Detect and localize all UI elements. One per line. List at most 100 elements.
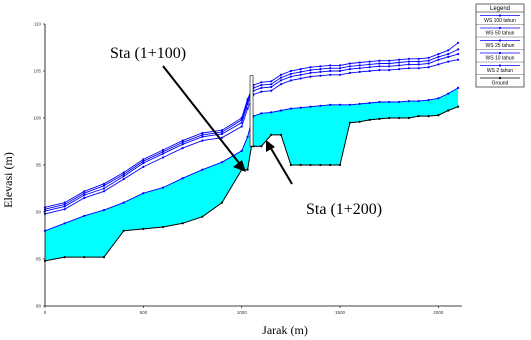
legend-marker (498, 76, 502, 80)
data-point (407, 57, 410, 60)
data-point (240, 125, 243, 128)
data-point (348, 65, 351, 68)
ground-point (161, 225, 165, 229)
legend-entry: WS 100 tahun (476, 14, 524, 25)
data-point (240, 121, 243, 124)
data-point (270, 89, 273, 92)
legend-label: WS 2 tahun (487, 68, 513, 74)
data-point (427, 62, 430, 65)
y-tick-label: 110 (34, 22, 42, 27)
data-point (358, 67, 361, 70)
y-tick-label: 100 (33, 116, 41, 121)
data-point (279, 76, 283, 79)
data-point (246, 135, 249, 138)
legend-marker (498, 51, 502, 55)
data-point (417, 63, 420, 66)
data-point (437, 97, 440, 100)
data-point (378, 62, 381, 65)
data-point (348, 103, 351, 106)
data-point (398, 100, 401, 104)
data-point (329, 69, 332, 73)
data-point (398, 64, 401, 67)
data-point (437, 53, 440, 56)
data-point (398, 68, 401, 71)
legend-entry: Ground (480, 76, 520, 87)
x-ticks: 0 500 1000 1500 2000 (44, 306, 444, 315)
data-point (201, 133, 204, 136)
data-point (299, 106, 302, 109)
data-point (329, 67, 332, 70)
ground-point (63, 256, 66, 259)
data-point (319, 104, 322, 107)
legend-label: WS 25 tahun (486, 43, 515, 49)
data-point (260, 84, 263, 87)
data-point (388, 100, 391, 104)
data-point (388, 69, 391, 72)
data-point (102, 184, 106, 187)
data-point (437, 55, 440, 59)
data-point (246, 102, 249, 105)
data-point (289, 107, 292, 110)
ground-point (270, 133, 273, 136)
x-tick-label: 2000 (433, 310, 444, 315)
data-point (447, 60, 450, 63)
data-point (83, 190, 86, 193)
structure-marker (249, 75, 254, 147)
data-point (161, 156, 165, 159)
data-point (348, 71, 351, 74)
ground-point (368, 118, 371, 121)
data-point (279, 83, 283, 86)
data-point (427, 66, 430, 69)
water-area (45, 87, 459, 261)
data-point (417, 100, 420, 103)
data-point (407, 100, 410, 103)
data-point (142, 162, 145, 165)
data-point (437, 58, 440, 61)
data-point (289, 75, 292, 78)
data-point (378, 59, 381, 62)
data-point (102, 182, 106, 185)
data-point (83, 194, 86, 197)
ground-point (83, 256, 86, 259)
y-tick-label: 90 (36, 210, 42, 215)
y-ticks: 80 85 90 95 100 105 110 (33, 22, 45, 309)
data-point (102, 190, 106, 193)
data-point (279, 79, 283, 82)
legend-marker (498, 39, 502, 42)
data-point (309, 71, 312, 74)
data-point (122, 175, 125, 178)
data-point (142, 160, 145, 163)
data-point (299, 77, 302, 80)
data-point (122, 173, 125, 176)
data-point (220, 129, 224, 132)
ground-point (378, 117, 381, 120)
data-point (279, 73, 283, 76)
data-point (358, 70, 361, 73)
legend-marker (498, 64, 502, 67)
data-point (319, 65, 322, 68)
data-point (299, 70, 302, 73)
legend-label: WS 10 tahun (486, 56, 515, 62)
data-point (83, 192, 86, 195)
x-tick-label: 0 (44, 310, 47, 315)
ground-point (289, 163, 292, 167)
data-point (427, 59, 430, 62)
data-point (181, 141, 184, 144)
data-point (83, 214, 86, 217)
data-point (309, 66, 312, 69)
legend-label: Ground (492, 81, 509, 87)
data-point (246, 107, 249, 110)
data-point (220, 132, 224, 136)
data-point (122, 171, 125, 174)
data-point (63, 203, 66, 206)
data-point (388, 62, 391, 65)
ground-point (417, 115, 420, 118)
data-point (398, 61, 401, 64)
data-point (309, 69, 312, 72)
data-point (368, 69, 371, 73)
data-point (299, 68, 302, 71)
data-point (457, 53, 460, 56)
data-point (358, 64, 361, 67)
ground-point (319, 163, 322, 167)
